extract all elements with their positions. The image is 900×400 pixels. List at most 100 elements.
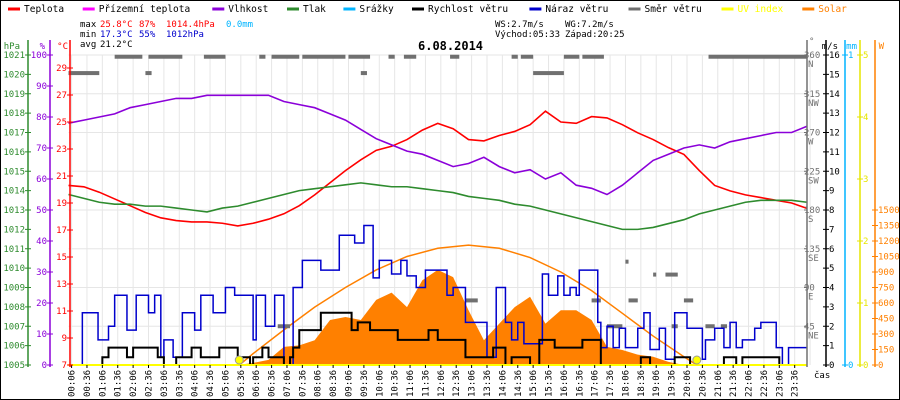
x-tick-label: 02:36 <box>145 370 155 397</box>
direction-compass-label: SE <box>808 254 819 264</box>
pressure-tick-label: 1018 <box>3 109 25 119</box>
solar-tick-label: 150 <box>878 346 894 356</box>
humidity-tick-label: 30 <box>36 268 47 278</box>
uv-tick-label: 2 <box>863 237 868 247</box>
legend: Teplota Přízemní teplota Vlhkost Tlak Srážky… <box>8 4 847 15</box>
humidity-tick-label: 90 <box>36 82 47 92</box>
stat-max-press: 1014.4hPa <box>166 20 215 30</box>
pressure-tick-label: 1012 <box>3 225 25 235</box>
temperature-tick-label: 25 <box>56 118 67 128</box>
wind-direction-mark <box>708 54 807 59</box>
solar-tick-label: 450 <box>878 315 894 325</box>
wind-tick-label: 16 <box>829 51 840 61</box>
direction-compass-label: E <box>808 293 813 303</box>
direction-compass-label: SW <box>808 176 819 186</box>
x-tick-label: 13:06 <box>468 370 478 397</box>
wind-direction-mark <box>148 54 183 59</box>
x-tick-label: 06:06 <box>252 370 262 397</box>
x-tick-label: 09:06 <box>345 370 355 397</box>
x-tick-label: 11:06 <box>406 370 416 397</box>
stat-max-hum: 87% <box>139 20 156 30</box>
x-tick-label: 17:06 <box>591 370 601 397</box>
humidity-tick-label: 50 <box>36 206 47 216</box>
solar-tick-label: 1350 <box>878 222 900 232</box>
solar-tick-label: 1500 <box>878 206 900 216</box>
wind-direction-mark <box>705 324 715 329</box>
wind-direction-mark <box>465 298 478 303</box>
wind-tick-label: 10 <box>829 167 840 177</box>
x-tick-label: 21:06 <box>714 370 724 397</box>
solar-tick-label: 900 <box>878 268 894 278</box>
wind-direction-mark <box>563 54 580 59</box>
wind-gust-line <box>68 224 807 366</box>
pressure-tick-label: 1010 <box>3 264 25 274</box>
wind-direction-mark <box>360 71 367 76</box>
wind-direction-mark <box>720 324 727 329</box>
x-tick-label: 13:36 <box>483 370 493 397</box>
solar-tick-label: 1200 <box>878 237 900 247</box>
x-tick-label: 04:36 <box>206 370 216 397</box>
temperature-tick-label: 11 <box>56 307 67 317</box>
solar-tick-label: 600 <box>878 299 894 309</box>
temperature-tick-label: 13 <box>56 280 67 290</box>
pressure-tick-label: 1011 <box>3 245 25 255</box>
stats-block: max 25.8°C 87% 1014.4hPa 0.0mm min 17.3°… <box>80 20 625 50</box>
wind-direction-mark <box>271 54 300 59</box>
wind-direction-mark <box>388 54 395 59</box>
humidity-unit: % <box>40 42 46 52</box>
direction-tick-label: 135 <box>804 245 820 255</box>
wind-tick-label: 6 <box>829 245 834 255</box>
series-line-pressure <box>68 182 808 231</box>
sun-marker-icon <box>234 355 244 365</box>
stat-min-label: min <box>80 30 96 40</box>
wind-tick-label: 5 <box>829 264 834 274</box>
wind-direction-mark <box>348 54 371 59</box>
stat-min-temp: 17.3°C <box>100 30 133 40</box>
stat-min-press: 1012hPa <box>166 30 204 40</box>
x-tick-label: 07:06 <box>283 370 293 397</box>
x-tick-label: 12:06 <box>437 370 447 397</box>
uv-tick-label: 3 <box>863 175 868 185</box>
uv-tick-label: 1 <box>863 299 868 309</box>
wind-tick-label: 0 <box>829 361 834 371</box>
uv-tick-label: 0 <box>863 361 868 371</box>
temperature-tick-label: 15 <box>56 253 67 263</box>
temperature-tick-label: 7 <box>62 361 67 371</box>
wind-direction-mark <box>582 54 604 59</box>
pressure-tick-label: 1006 <box>3 342 25 352</box>
wind-tick-label: 8 <box>829 206 834 216</box>
stat-wg: WG:7.2m/s <box>565 20 614 30</box>
humidity-tick-label: 80 <box>36 113 47 123</box>
x-tick-label: 15:36 <box>545 370 555 397</box>
humidity-tick-label: 60 <box>36 175 47 185</box>
solar-tick-label: 0 <box>878 361 883 371</box>
legend-item-label: Přízemní teplota <box>99 4 191 15</box>
x-tick-label: 14:36 <box>514 370 524 397</box>
x-tick-label: 20:06 <box>683 370 693 397</box>
x-tick-label: 05:36 <box>237 370 247 397</box>
wind-direction-mark <box>520 54 534 59</box>
pressure-tick-label: 1008 <box>3 303 25 313</box>
humidity-tick-label: 100 <box>31 51 47 61</box>
humidity-tick-label: 10 <box>36 330 47 340</box>
wind-tick-label: 13 <box>829 109 840 119</box>
pressure-tick-label: 1005 <box>3 361 25 371</box>
wind-direction-mark <box>259 54 266 59</box>
chart-title: 6.08.2014 <box>418 39 483 53</box>
x-tick-label: 02:06 <box>129 370 139 397</box>
x-tick-label: 09:36 <box>360 370 370 397</box>
x-tick-label: 21:36 <box>729 370 739 397</box>
x-tick-label: 08:36 <box>329 370 339 397</box>
solar-unit: W <box>879 42 885 52</box>
direction-tick-label: 270 <box>804 129 820 139</box>
temperature-tick-label: 9 <box>62 334 67 344</box>
legend-item-label: Solar <box>818 4 847 15</box>
wind-tick-label: 2 <box>829 322 834 332</box>
wind-tick-label: 9 <box>829 187 834 197</box>
direction-compass-label: NW <box>808 99 819 109</box>
x-tick-label: 14:06 <box>498 370 508 397</box>
wind-tick-label: 15 <box>829 70 840 80</box>
wind-direction-mark <box>665 272 678 277</box>
direction-compass-label: S <box>808 215 813 225</box>
x-tick-label: 10:36 <box>391 370 401 397</box>
